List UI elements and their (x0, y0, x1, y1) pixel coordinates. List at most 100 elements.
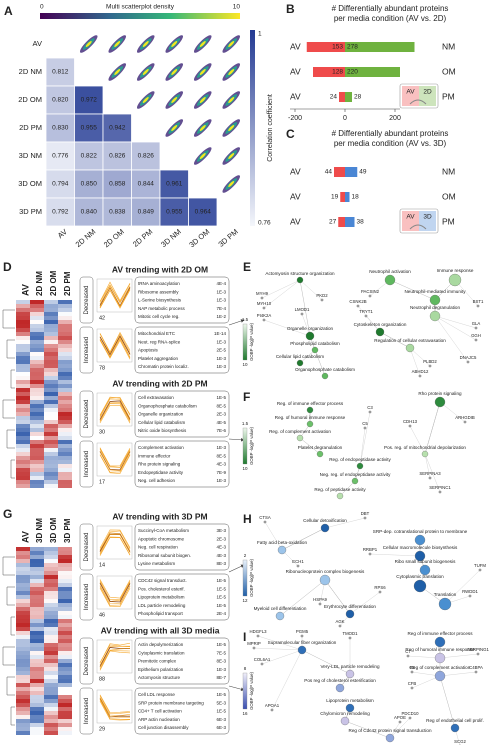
term-node (434, 652, 446, 664)
heatmap-cell (16, 440, 30, 444)
gene-node (318, 602, 322, 606)
heatmap-cell (58, 452, 72, 456)
network-edge (263, 319, 311, 337)
gene-node (260, 662, 264, 666)
network-edge (369, 553, 421, 557)
heatmap-cell (16, 655, 30, 659)
heatmap-cell (44, 380, 58, 384)
heatmap-cell (30, 396, 44, 400)
row-left-label: AV (290, 216, 301, 226)
heatmap-cell (30, 344, 44, 348)
heatmap-cell (44, 316, 58, 320)
trend-line (99, 699, 131, 720)
heatmap-cell (16, 607, 30, 611)
term-label: Organelle organization (287, 326, 334, 331)
colorbar-label: GOBP -log(P value) (249, 427, 254, 465)
trend-line (99, 650, 131, 670)
network-edge (409, 347, 431, 367)
heatmap-cell (44, 376, 58, 380)
heatmap-cell (58, 372, 72, 376)
p-value: 1E-5 (216, 603, 226, 608)
network-edge (264, 521, 283, 551)
p-value: 4E-3 (216, 462, 226, 467)
dendrogram (10, 706, 15, 726)
heatmap-cell (58, 695, 72, 699)
scatter-thumbnail (193, 119, 212, 137)
row-label: 3D PM (19, 207, 42, 216)
term-node (275, 611, 285, 621)
term-label: SRP-dep. cotranslational protein to memb… (373, 529, 468, 534)
heatmap-cell (30, 667, 44, 671)
heatmap-cell (58, 647, 72, 651)
heatmap-cell (44, 639, 58, 643)
protein-count: 88 (99, 676, 105, 682)
heatmap-cell (16, 328, 30, 332)
heatmap-cell (16, 587, 30, 591)
p-value: 7E-5 (216, 650, 226, 655)
scatter-density (199, 97, 206, 103)
bar-value: 24 (330, 94, 338, 101)
network-edge (314, 349, 326, 377)
p-value: 4E-3 (216, 553, 226, 558)
correlation-value: 0.942 (109, 125, 126, 132)
heatmap-cell (58, 619, 72, 623)
gene-label: PDCD10 (402, 711, 420, 716)
panel-letter: F (243, 390, 250, 404)
correlation-cell (188, 197, 218, 227)
heatmap-cell (58, 547, 72, 551)
gene-label: APOE (394, 715, 406, 720)
heatmap-cell (44, 547, 58, 551)
gene-node (262, 306, 266, 310)
term-label: Actomyosin structure organization (265, 271, 335, 276)
heatmap-cell (30, 695, 44, 699)
heatmap-cell (30, 356, 44, 360)
heatmap-cell (16, 727, 30, 731)
term-node (321, 372, 329, 380)
heatmap-cell (58, 424, 72, 428)
network-edge (444, 569, 481, 605)
heatmap-cell (16, 444, 30, 448)
heatmap-cell (30, 619, 44, 623)
legend-glyph (409, 99, 427, 105)
heatmap-cell (58, 723, 72, 727)
gene-label: MYH10 (257, 301, 272, 306)
network-edge (261, 279, 301, 299)
p-value: 2E-4 (216, 611, 226, 616)
term-node (421, 450, 429, 458)
term-label: Fatty acid beta-oxidation (257, 540, 307, 545)
gene-label: ARHGDIB (455, 415, 475, 420)
heatmap-cell (44, 579, 58, 583)
heatmap-cell (16, 639, 30, 643)
heatmap-cell (16, 707, 30, 711)
gene-node (378, 590, 382, 594)
p-value: 5E-3 (216, 700, 226, 705)
heatmap-cell (30, 579, 44, 583)
term-label: Pos. reg. of mitochondrial depolarizatio… (384, 445, 466, 450)
direction-box (79, 390, 94, 438)
heatmap-cell (58, 627, 72, 631)
trend-line (99, 404, 131, 424)
heatmap-cell (30, 551, 44, 555)
gene-label: DNAJC5 (460, 355, 477, 360)
gene-node (410, 670, 414, 674)
heatmap-cell (16, 599, 30, 603)
go-term: tRNA aminoacylation (138, 281, 180, 286)
term-label: Very-LDL particle remodeling (320, 664, 380, 669)
heatmap-cell (58, 635, 72, 639)
direction-label: Increased (84, 584, 90, 610)
dendrogram (6, 586, 15, 606)
heatmap-cell (16, 468, 30, 472)
network-colorbar (242, 559, 248, 597)
heatmap-cell (16, 416, 30, 420)
trend-line (99, 397, 131, 417)
term-node (345, 669, 355, 679)
term-label: Pos reg of cholesterol esterification (304, 678, 376, 683)
heatmap-cell (16, 575, 30, 579)
direction-label: Decreased (84, 646, 90, 675)
gene-label: AGK (335, 619, 344, 624)
gene-node (368, 552, 372, 556)
network-edge (359, 427, 366, 467)
gene-node (263, 520, 267, 524)
gene-node (398, 720, 402, 724)
term-label: Rho protein signaling (418, 391, 462, 396)
